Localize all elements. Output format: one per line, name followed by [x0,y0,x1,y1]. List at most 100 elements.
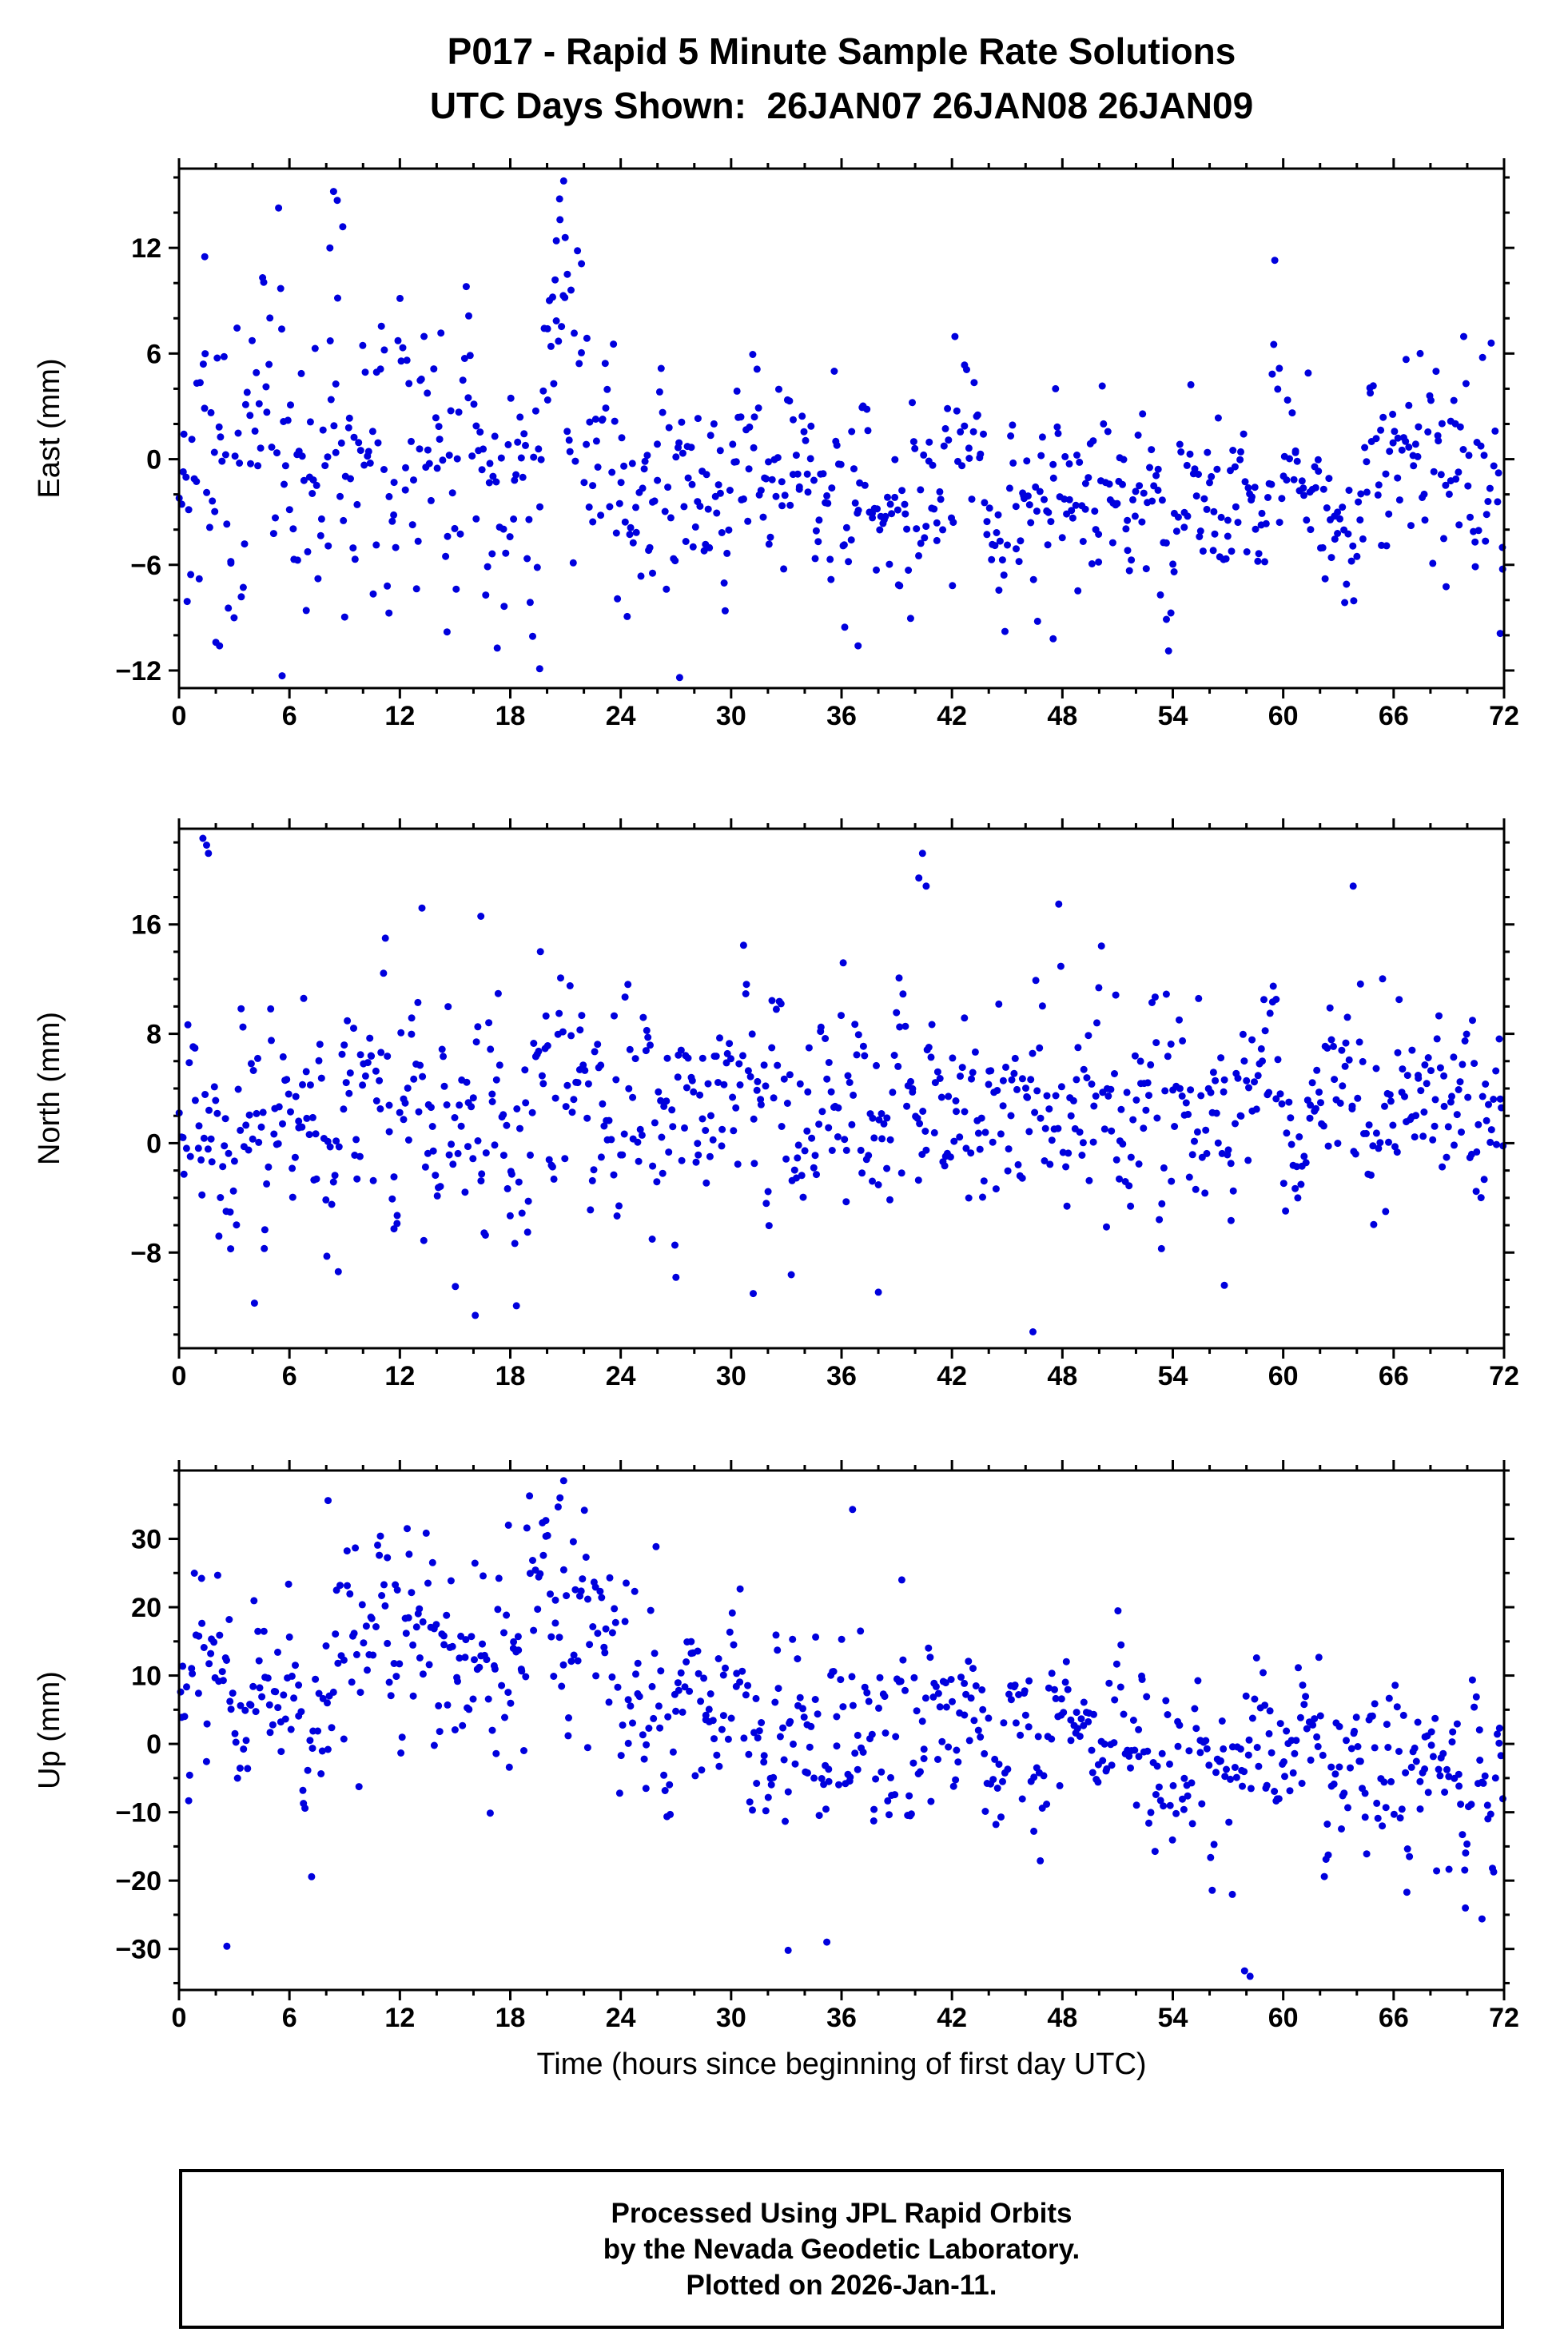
scatter-point [404,1525,411,1533]
scatter-point [1469,1017,1476,1025]
scatter-point [1240,430,1248,438]
scatter-point [1495,1724,1503,1732]
scatter-point [445,1151,453,1159]
scatter-point [1253,1744,1261,1751]
scatter-point [231,1729,239,1737]
scatter-point [1063,1202,1071,1210]
scatter-point [472,1038,480,1046]
scatter-point [308,1872,316,1880]
scatter-point [1104,1092,1112,1100]
scatter-point [883,1114,891,1122]
scatter-point [750,413,758,421]
scatter-point [687,1638,695,1646]
scatter-point [965,1737,973,1745]
scatter-point [977,1733,985,1741]
scatter-point [1314,1743,1322,1750]
scatter-point [937,495,945,503]
scatter-point [885,560,893,568]
scatter-point [704,1080,712,1088]
scatter-point [922,523,930,531]
scatter-point [1061,495,1069,503]
scatter-point [1463,1030,1470,1038]
scatter-point [1107,1085,1115,1093]
scatter-point [1069,1096,1077,1104]
scatter-point [285,1633,293,1641]
scatter-point [393,1220,401,1228]
scatter-point [1304,369,1312,377]
scatter-point [643,1026,651,1034]
scatter-point [500,603,508,611]
scatter-point [535,445,543,453]
scatter-point [1319,543,1327,551]
scatter-point [1139,410,1147,418]
scatter-point [268,444,276,451]
scatter-point [1325,475,1333,483]
scatter-point [1185,1173,1193,1181]
scatter-point [519,473,527,481]
scatter-point [345,414,353,422]
scatter-point [348,1678,356,1686]
scatter-point [917,486,925,494]
scatter-point [730,1127,738,1135]
scatter-point [195,1122,203,1130]
scatter-point [810,1164,818,1172]
x-tick-label: 12 [384,2003,415,2033]
scatter-point [911,444,919,452]
scatter-point [376,1105,384,1112]
scatter-point [720,579,728,587]
scatter-point [555,337,563,345]
scatter-point [1135,1753,1143,1761]
scatter-point [1038,433,1046,441]
scatter-point [232,1738,240,1746]
scatter-point [999,1777,1006,1785]
scatter-point [1088,1080,1096,1088]
scatter-point [1495,1035,1503,1043]
scatter-point [1229,447,1237,454]
scatter-point [1283,1727,1291,1735]
scatter-point [1435,437,1443,445]
scatter-point [861,1683,869,1691]
scatter-point [1323,1045,1331,1052]
scatter-point [678,418,686,426]
scatter-point [1162,539,1170,547]
scatter-point [1313,1066,1321,1074]
scatter-point [1416,1777,1424,1785]
scatter-point [256,1684,264,1692]
scatter-point [1093,1019,1100,1027]
scatter-point [702,471,710,479]
scatter-point [1196,527,1204,535]
y-tick-label: −20 [115,1866,161,1896]
scatter-point [631,1587,639,1595]
scatter-point [425,460,433,468]
scatter-point [492,478,500,486]
scatter-point [337,439,345,447]
scatter-point [1456,423,1464,431]
scatter-point [1154,465,1162,473]
scatter-point [1283,476,1291,484]
scatter-point [949,1054,957,1062]
scatter-point [474,1137,482,1144]
scatter-point [402,464,409,472]
x-tick-label: 6 [282,2003,297,2033]
scatter-point [1239,1782,1246,1790]
scatter-point [1462,1904,1470,1912]
x-tick-label: 54 [1158,2003,1188,2033]
scatter-point [812,527,820,535]
scatter-point [1043,1092,1051,1100]
scatter-point [1153,1114,1161,1122]
scatter-point [472,422,480,430]
scatter-point [997,1130,1005,1138]
scatter-point [1451,1141,1458,1149]
scatter-point [340,1105,348,1113]
scatter-point [1030,1773,1038,1781]
scatter-point [1073,1076,1080,1084]
x-tick-label: 48 [1047,2003,1077,2033]
scatter-point [1276,1720,1284,1728]
scatter-point [805,1044,813,1052]
scatter-point [896,1023,904,1031]
scatter-point [1453,1720,1461,1728]
scatter-point [273,449,281,457]
scatter-point [1487,1126,1495,1134]
scatter-point [949,1782,957,1790]
scatter-point [837,460,845,468]
